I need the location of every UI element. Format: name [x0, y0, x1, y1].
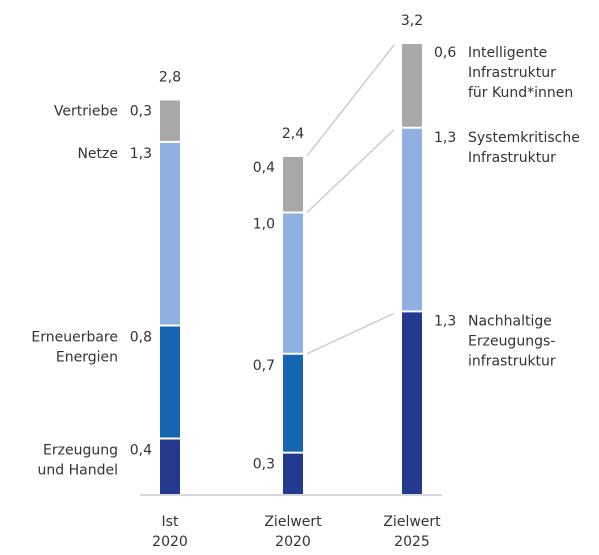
bar-segment [283, 354, 303, 452]
x-tick-label: Ist [162, 514, 179, 530]
series-label: Erneuerbare [31, 330, 118, 346]
total-label: 2,4 [282, 126, 304, 142]
series-label: Systemkritische [468, 130, 580, 146]
value-label: 1,0 [253, 217, 275, 233]
value-label: 0,3 [253, 457, 275, 473]
series-label: Vertriebe [54, 104, 118, 120]
bar-segment [402, 44, 422, 127]
connector [306, 129, 395, 214]
connector [306, 312, 395, 355]
bar-segment [402, 128, 422, 311]
connector [306, 44, 395, 157]
series-label: für Kund*innen [468, 85, 573, 101]
series-label: Infrastruktur [468, 65, 556, 81]
bar-segment [402, 312, 422, 494]
series-label: Intelligente [468, 45, 547, 61]
value-label: 0,4 [130, 443, 152, 459]
series-label: und Handel [38, 463, 118, 479]
x-tick-label: Zielwert [383, 514, 441, 530]
value-label: 1,3 [130, 146, 152, 162]
series-label: Energien [56, 350, 118, 366]
value-label: 1,3 [434, 313, 456, 329]
series-label: Infrastruktur [468, 150, 556, 166]
bar-segment [283, 213, 303, 353]
total-label: 2,8 [159, 70, 181, 86]
x-tick-label: 2020 [152, 534, 188, 550]
series-label: Nachhaltige [468, 313, 552, 329]
value-label: 0,8 [130, 330, 152, 346]
value-label: 0,6 [434, 45, 456, 61]
bar-segment [160, 100, 180, 141]
series-label: infrastruktur [468, 353, 556, 369]
value-label: 0,4 [253, 160, 275, 176]
value-label: 1,3 [434, 130, 456, 146]
total-label: 3,2 [401, 13, 423, 29]
bar-segment [283, 157, 303, 212]
bar-segment [160, 439, 180, 494]
bar-segment [283, 453, 303, 494]
x-tick-label: 2020 [275, 534, 311, 550]
series-label: Erzeugung [43, 443, 118, 459]
x-tick-label: Zielwert [264, 514, 322, 530]
bar-segment [160, 326, 180, 438]
series-label: Erzeugungs- [468, 333, 555, 349]
x-tick-label: 2025 [394, 534, 430, 550]
series-label: Netze [77, 146, 118, 162]
value-label: 0,7 [253, 358, 275, 374]
bar-segment [160, 142, 180, 325]
value-label: 0,3 [130, 104, 152, 120]
